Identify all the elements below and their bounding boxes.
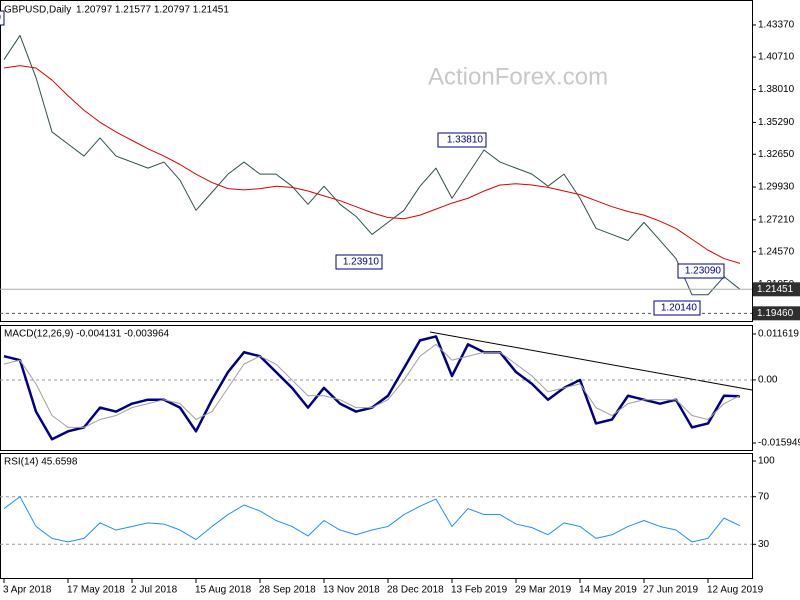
- x-tick-label: 14 May 2019: [579, 585, 637, 596]
- y-tick-label: 30: [758, 539, 770, 550]
- x-tick-label: 13 Nov 2018: [323, 585, 380, 596]
- symbol-title: GBPUSD,Daily: [4, 5, 71, 16]
- price-label-box: [753, 306, 800, 321]
- y-tick-label: 1.43370: [758, 20, 795, 31]
- x-tick-label: 28 Dec 2018: [387, 585, 444, 596]
- x-tick-label: 13 Feb 2019: [451, 585, 508, 596]
- price-label-box: [753, 282, 800, 297]
- x-tick-label: 15 Aug 2018: [195, 585, 252, 596]
- series-line: [3, 65, 741, 264]
- x-tick-label: 3 Apr 2018: [3, 585, 52, 596]
- annotation: 50: [0, 13, 1, 24]
- y-tick-label: -0.015949: [758, 438, 800, 449]
- annotation-box: [437, 132, 487, 148]
- x-tick-label: 29 Mar 2019: [515, 585, 572, 596]
- annotation: 1.20140: [661, 303, 698, 314]
- watermark: ActionForex.com: [428, 63, 608, 90]
- annotation-box: [0, 10, 5, 26]
- indicator-title: MACD(12,26,9) -0.004131 -0.003964: [4, 329, 170, 340]
- y-tick-label: 1.29930: [758, 182, 795, 193]
- y-tick-label: 1.35290: [758, 117, 795, 128]
- indicator-title: RSI(14) 45.6598: [4, 457, 78, 468]
- x-tick-label: 12 Aug 2019: [707, 585, 764, 596]
- annotation-box: [677, 263, 725, 279]
- y-tick-label: 1.32650: [758, 149, 795, 160]
- y-tick-label: 1.24570: [758, 246, 795, 257]
- y-tick-label: 0.011619: [758, 329, 799, 340]
- annotation: 1.23910: [343, 257, 380, 268]
- x-tick-label: 17 May 2018: [67, 585, 125, 596]
- price-panel: [0, 0, 753, 322]
- annotation-box: [335, 254, 383, 270]
- ohlc-readout: 1.20797 1.21577 1.20797 1.21451: [76, 5, 229, 16]
- x-tick-label: 2 Jul 2018: [131, 585, 178, 596]
- annotation: 1.23090: [685, 266, 722, 277]
- price-label: 1.19460: [757, 308, 794, 319]
- rsi-panel: [0, 453, 753, 579]
- series-line: [3, 496, 741, 543]
- y-tick-label: 70: [758, 491, 770, 502]
- x-tick-label: 28 Sep 2018: [259, 585, 316, 596]
- annotation: 1.33810: [447, 135, 484, 146]
- x-tick-label: 27 Jun 2019: [643, 585, 698, 596]
- series-line: [3, 34, 741, 296]
- macd-panel: [0, 325, 753, 451]
- series-line: [3, 343, 741, 428]
- y-tick-label: 0.00: [758, 375, 778, 386]
- y-tick-label: 1.27210: [758, 214, 795, 225]
- y-tick-label: 100: [758, 456, 775, 467]
- plot-layer: 1.43370 1.40710 1.38010 1.35290 1.32650 1.299…: [0, 10, 800, 596]
- y-tick-label: 1.40710: [758, 52, 795, 63]
- annotation-box: [653, 300, 701, 316]
- y-tick-label: 1.38010: [758, 84, 795, 95]
- price-label: 1.21451: [757, 284, 794, 295]
